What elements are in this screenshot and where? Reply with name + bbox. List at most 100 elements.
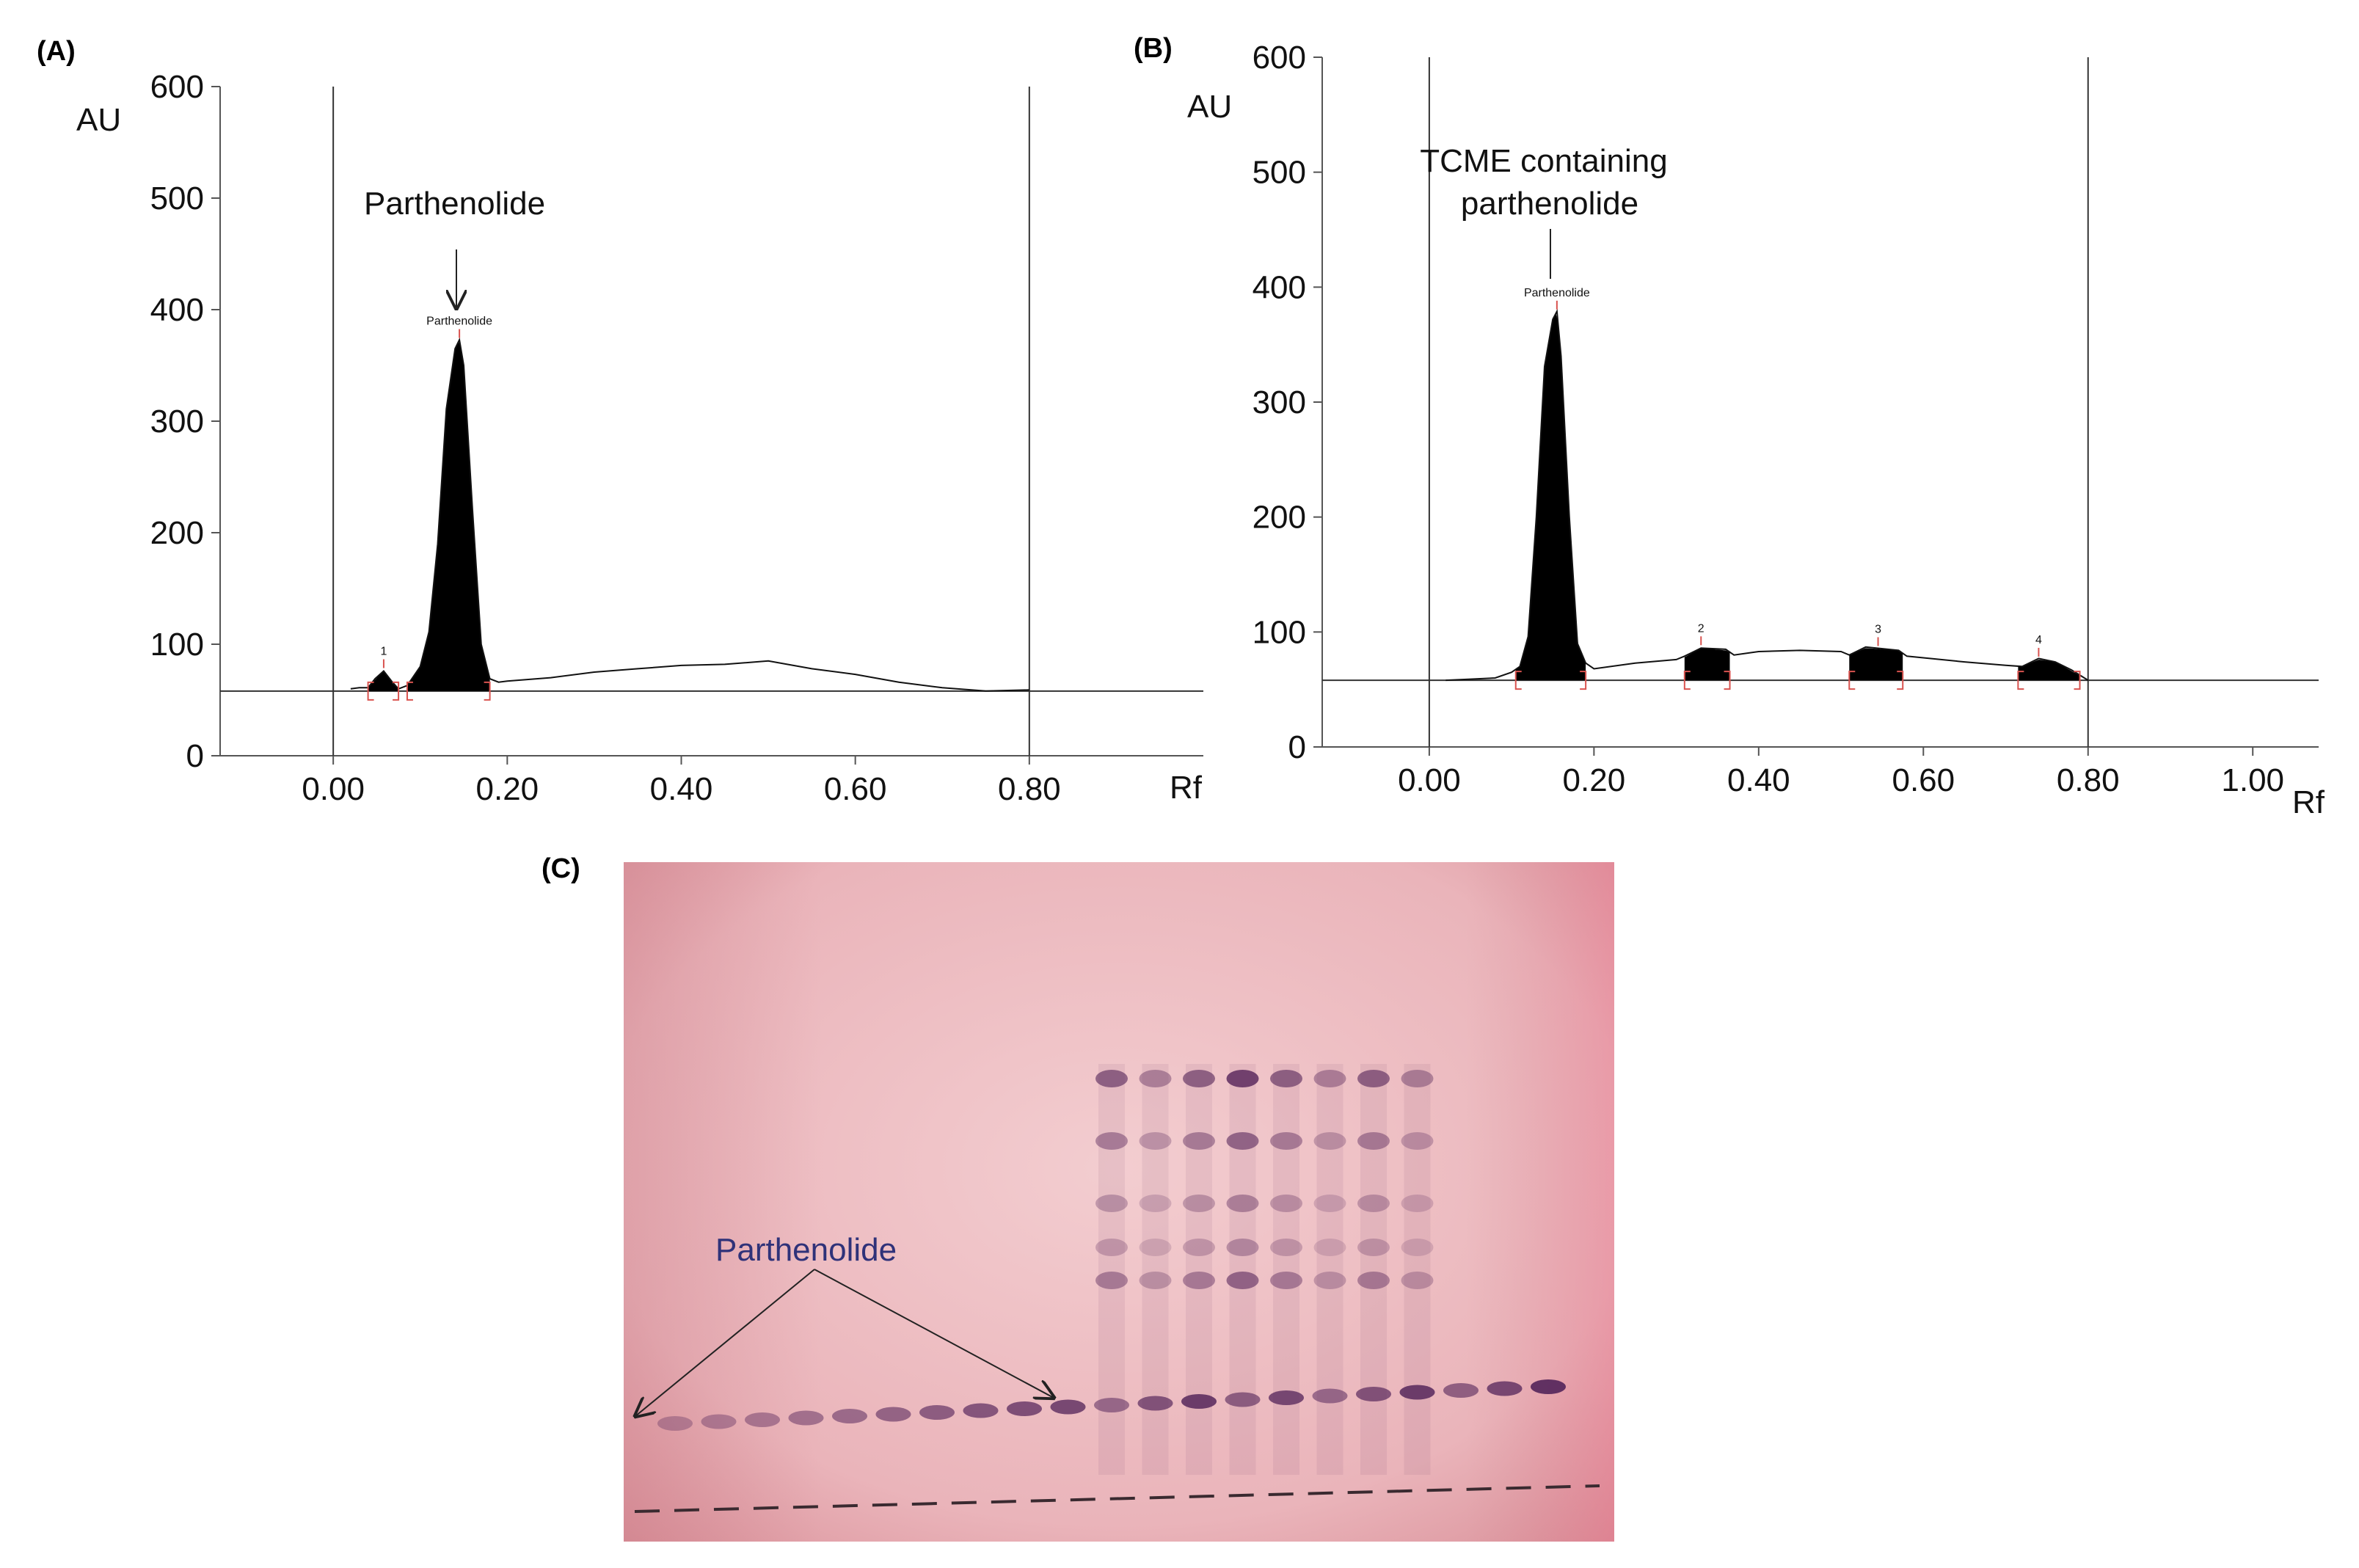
- tlc-lane-streak: [1273, 1064, 1299, 1475]
- chart-a-x-axis-label: Rf: [1170, 770, 1203, 806]
- x-tick-label: 0.00: [302, 771, 365, 807]
- chart-b-peak-markers: Parthenolide 2 3 4: [1514, 287, 2081, 690]
- tlc-band: [1137, 1396, 1173, 1411]
- tlc-spot: [1095, 1070, 1128, 1087]
- tlc-band: [1050, 1399, 1086, 1415]
- x-tick-label: 0.00: [1398, 762, 1461, 798]
- tlc-band: [657, 1416, 693, 1431]
- peak-bracket: [1580, 671, 1587, 690]
- chart-a-peak-markers: 1 Parthenolide: [367, 316, 492, 701]
- chart-b: 0 100 200 300 400 500 600 0.00 0.20 0.40 0.60 0.80…: [1187, 40, 2325, 820]
- tlc-spot: [1313, 1132, 1346, 1150]
- chart-a-densitogram-line: [350, 337, 1029, 692]
- tlc-band: [1181, 1394, 1217, 1409]
- peak-label: 4: [2035, 634, 2042, 646]
- tlc-spot: [1401, 1195, 1434, 1212]
- tlc-spot: [1183, 1239, 1215, 1256]
- y-tick-label: 600: [1253, 40, 1306, 76]
- tlc-spot: [1270, 1195, 1302, 1212]
- peak-fill: [1515, 313, 1586, 681]
- y-tick-label: 600: [150, 69, 204, 105]
- chart-a-y-ticks: 0 100 200 300 400 500 600: [150, 69, 220, 774]
- peak-fill: [368, 671, 399, 691]
- tlc-spot: [1095, 1272, 1128, 1289]
- panel-letter-c: (C): [542, 853, 580, 884]
- tlc-lane-streak: [1360, 1064, 1387, 1475]
- peak-bracket: [406, 681, 413, 701]
- peak-bracket: [1514, 671, 1522, 690]
- tlc-spot: [1357, 1239, 1390, 1256]
- tlc-lane-streak: [1098, 1064, 1125, 1475]
- tlc-spot: [1183, 1272, 1215, 1289]
- tlc-band: [1531, 1379, 1566, 1394]
- tlc-spot: [1183, 1070, 1215, 1087]
- y-tick-label: 100: [150, 627, 204, 663]
- peak-bracket: [1724, 671, 1731, 690]
- tlc-band: [701, 1414, 737, 1429]
- chart-a-peak-fills: [368, 341, 490, 691]
- peak-fill: [407, 341, 490, 691]
- tlc-spot: [1139, 1132, 1172, 1150]
- y-tick-label: 400: [1253, 269, 1306, 305]
- chart-a-y-axis-label: AU: [76, 102, 121, 138]
- tlc-spot: [1139, 1195, 1172, 1212]
- peak-label: 1: [380, 645, 387, 657]
- peak-bracket: [1897, 671, 1904, 690]
- tlc-spot: [1270, 1272, 1302, 1289]
- chart-a: 0 100 200 300 400 500 600 0.00 0.20 0.40 0.60 0.80…: [76, 69, 1203, 807]
- x-tick-label: 0.80: [2057, 762, 2120, 798]
- peak-fill: [2018, 660, 2080, 681]
- tlc-spot: [1226, 1070, 1259, 1087]
- tlc-lane-streak: [1404, 1064, 1431, 1475]
- x-tick-label: 0.40: [650, 771, 713, 807]
- chart-a-annotation-parthenolide: Parthenolide: [364, 186, 545, 222]
- tlc-spot: [1357, 1070, 1390, 1087]
- tlc-lanes: [657, 1064, 1566, 1475]
- tlc-origin-dash: [634, 1484, 1600, 1513]
- peak-label: 2: [1698, 622, 1704, 635]
- tlc-origin-line: [634, 1484, 1600, 1513]
- y-tick-label: 100: [1253, 614, 1306, 650]
- peak-bracket: [2017, 671, 2024, 690]
- y-tick-label: 400: [150, 292, 204, 328]
- chart-b-annotation-line-2: parthenolide: [1461, 186, 1638, 222]
- tlc-band: [1356, 1387, 1391, 1401]
- tlc-arrow-right: [814, 1269, 1054, 1398]
- panel-letter-a: (A): [37, 36, 76, 67]
- tlc-spot: [1183, 1195, 1215, 1212]
- tlc-plate: Parthenolide: [624, 862, 1614, 1542]
- tlc-lane-streak: [1229, 1064, 1256, 1475]
- tlc-lane-streak: [1142, 1064, 1169, 1475]
- tlc-spot: [1313, 1272, 1346, 1289]
- y-tick-label: 0: [1288, 729, 1306, 765]
- peak-label: 3: [1875, 623, 1881, 635]
- tlc-spot: [1313, 1070, 1346, 1087]
- chart-b-x-ticks: 0.00 0.20 0.40 0.60 0.80 1.00: [1398, 747, 2284, 798]
- tlc-spot: [1226, 1132, 1259, 1150]
- y-tick-label: 0: [186, 738, 204, 774]
- tlc-parthenolide-label: Parthenolide: [715, 1232, 897, 1268]
- tlc-band: [1225, 1392, 1261, 1407]
- tlc-spot: [1095, 1239, 1128, 1256]
- y-tick-label: 300: [1253, 384, 1306, 420]
- tlc-spot: [1183, 1132, 1215, 1150]
- tlc-spot: [1139, 1070, 1172, 1087]
- chart-b-y-axis-label: AU: [1187, 89, 1232, 125]
- peak-bracket: [393, 681, 400, 701]
- x-tick-label: 0.80: [998, 771, 1061, 807]
- tlc-band: [832, 1409, 867, 1423]
- y-tick-label: 200: [150, 515, 204, 551]
- peak-bracket: [367, 681, 374, 701]
- chart-b-x-axis-label: Rf: [2292, 784, 2325, 820]
- tlc-band: [919, 1405, 955, 1420]
- peak-fill: [1849, 648, 1903, 681]
- tlc-band: [1399, 1385, 1435, 1400]
- tlc-band: [1487, 1381, 1523, 1396]
- peak-bracket: [1848, 671, 1856, 690]
- tlc-plate-edge-shading: [624, 862, 1614, 1542]
- tlc-band: [1269, 1390, 1304, 1405]
- tlc-spot: [1139, 1239, 1172, 1256]
- tlc-spot: [1270, 1239, 1302, 1256]
- x-tick-label: 0.20: [1563, 762, 1626, 798]
